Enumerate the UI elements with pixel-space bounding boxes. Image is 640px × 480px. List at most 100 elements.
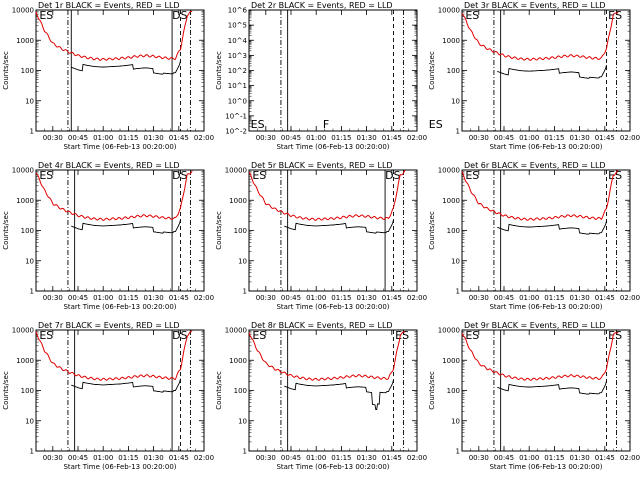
y-tick-label: 100: [447, 387, 460, 395]
x-tick-label: 01:00: [306, 134, 326, 142]
x-tick-label: 01:30: [144, 454, 164, 462]
y-tick-label: 100: [21, 67, 34, 75]
plot-frame: [248, 9, 418, 132]
y-tick-label: 1: [243, 288, 247, 296]
y-tick-label: 10: [25, 97, 34, 105]
y-axis-label: Counts/sec: [215, 211, 223, 250]
y-tick-label: 1: [456, 128, 460, 136]
x-tick-label: 01:15: [118, 454, 138, 462]
panel-title: Det 8r BLACK = Events, RED = LLD: [251, 321, 393, 330]
x-tick-label: 00:30: [43, 134, 63, 142]
panel-det-9: Det 9r BLACK = Events, RED = LLD 1 10 100 10…: [428, 321, 640, 471]
x-axis-label: Start Time (06-Feb-13 00:20:00): [489, 303, 602, 311]
y-tick-label: 1: [243, 448, 247, 456]
x-tick-label: 01:00: [93, 134, 113, 142]
plot-frame: [461, 169, 631, 292]
y-tick-label: 1000: [229, 357, 247, 365]
x-tick-label: 01:00: [93, 294, 113, 302]
plot-frame: [35, 329, 205, 452]
y-tick-label: 10^4: [228, 37, 248, 45]
panel-det-2: Det 2r BLACK = Events, RED = LLD 10^-2 10^…: [215, 1, 443, 151]
x-axis-label: Start Time (06-Feb-13 00:20:00): [489, 463, 602, 471]
series-lld-line: [461, 169, 619, 221]
x-tick-label: 00:45: [68, 294, 88, 302]
x-axis-label: Start Time (06-Feb-13 00:20:00): [276, 303, 389, 311]
region-label-top: DS: [172, 329, 187, 342]
y-tick-label: 10000: [12, 7, 34, 15]
y-tick-label: 10000: [225, 327, 247, 335]
panel-det-1: Det 1r BLACK = Events, RED = LLD 1 10 100 10…: [2, 1, 214, 151]
x-tick-label: 00:45: [68, 454, 88, 462]
plot-frame: [35, 169, 205, 292]
x-tick-label: 00:45: [494, 454, 514, 462]
x-tick-label: 01:00: [306, 454, 326, 462]
series-lld-line: [35, 330, 193, 381]
x-tick-label: 01:45: [595, 294, 615, 302]
x-tick-label: 02:00: [620, 294, 640, 302]
series-events-line: [284, 379, 394, 410]
y-tick-label: 1000: [16, 197, 34, 205]
series-events-line: [497, 220, 607, 235]
y-tick-label: 10^1: [228, 82, 247, 90]
x-tick-label: 02:00: [407, 294, 427, 302]
x-axis-label: Start Time (06-Feb-13 00:20:00): [63, 143, 176, 151]
series-lld-line: [248, 169, 406, 221]
x-tick-label: 01:45: [169, 294, 189, 302]
series-events-line: [284, 219, 394, 234]
x-axis-label: Start Time (06-Feb-13 00:20:00): [276, 463, 389, 471]
series-lld-line: [461, 331, 619, 381]
x-tick-label: 01:15: [331, 134, 351, 142]
x-tick-label: 01:00: [306, 294, 326, 302]
y-tick-label: 1000: [229, 197, 247, 205]
series-events-line: [497, 64, 607, 79]
y-tick-label: 10: [25, 417, 34, 425]
x-tick-label: 01:45: [169, 454, 189, 462]
y-tick-label: 10: [451, 97, 460, 105]
series-lld-line: [461, 11, 619, 61]
y-axis-label: Counts/sec: [428, 371, 436, 410]
x-tick-label: 01:00: [519, 294, 539, 302]
region-label: ES: [465, 329, 479, 342]
panel-det-4: Det 4r BLACK = Events, RED = LLD 1 10 100 10…: [2, 161, 214, 311]
x-tick-label: 01:45: [169, 134, 189, 142]
x-tick-label: 00:30: [43, 294, 63, 302]
series-lld-line: [35, 10, 193, 61]
region-label-top: ES: [608, 329, 622, 342]
y-tick-label: 10^2: [228, 67, 247, 75]
y-tick-label: 1000: [442, 37, 460, 45]
region-label: ES: [252, 329, 266, 342]
region-label: ES: [252, 169, 266, 182]
y-tick-label: 10^-1: [225, 112, 247, 120]
x-tick-label: 00:45: [281, 294, 301, 302]
x-tick-label: 02:00: [194, 454, 214, 462]
region-label: ES: [39, 329, 53, 342]
x-tick-label: 01:45: [382, 134, 402, 142]
x-tick-label: 02:00: [620, 134, 640, 142]
region-label: ES: [429, 118, 443, 131]
series-lld-line: [248, 331, 406, 381]
x-tick-label: 01:30: [357, 294, 377, 302]
y-tick-label: 1000: [442, 197, 460, 205]
series-lld-line: [35, 170, 193, 221]
panel-title: Det 1r BLACK = Events, RED = LLD: [38, 1, 180, 10]
x-tick-label: 01:30: [144, 294, 164, 302]
panel-title: Det 3r BLACK = Events, RED = LLD: [464, 1, 606, 10]
x-tick-label: 01:30: [570, 134, 590, 142]
x-tick-label: 01:30: [357, 134, 377, 142]
x-tick-label: 02:00: [194, 294, 214, 302]
series-events-line: [71, 378, 181, 393]
region-label-top: ES: [608, 9, 622, 22]
y-axis-label: Counts/sec: [428, 211, 436, 250]
panel-det-5: Det 5r BLACK = Events, RED = LLD 1 10 100 10…: [215, 161, 427, 311]
y-tick-label: 10: [238, 417, 247, 425]
x-tick-label: 00:45: [494, 134, 514, 142]
x-tick-label: 01:15: [331, 454, 351, 462]
x-tick-label: 01:45: [382, 294, 402, 302]
x-tick-label: 00:45: [281, 454, 301, 462]
x-tick-label: 01:00: [519, 454, 539, 462]
y-axis-label: Counts/sec: [215, 371, 223, 410]
y-tick-label: 10000: [438, 167, 460, 175]
y-tick-label: 10000: [225, 167, 247, 175]
panel-det-6: Det 6r BLACK = Events, RED = LLD 1 10 100 10…: [428, 161, 640, 311]
